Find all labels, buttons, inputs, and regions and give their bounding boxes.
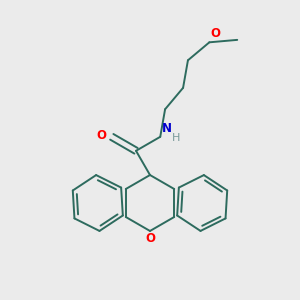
Text: H: H [171, 133, 180, 143]
Text: O: O [211, 27, 221, 40]
Text: O: O [145, 232, 155, 245]
Text: N: N [162, 122, 172, 135]
Text: O: O [96, 129, 106, 142]
